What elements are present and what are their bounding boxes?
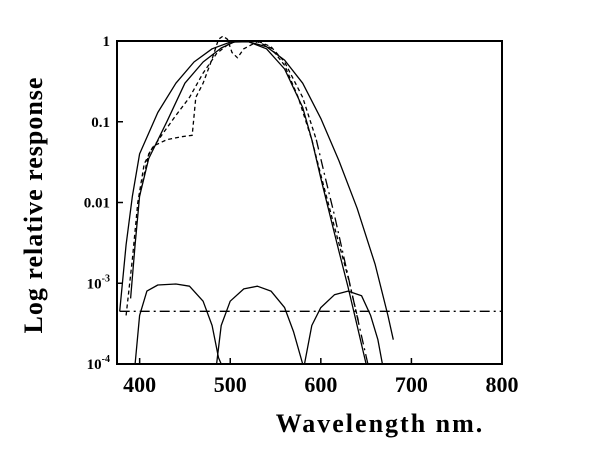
- x-tick-label: 500: [214, 372, 247, 397]
- series-dashed-response-b: [138, 40, 317, 197]
- x-axis-title: Wavelength nm.: [276, 409, 485, 438]
- y-axis-ticks: 1 0.1 0.01 10-3 10-4: [84, 34, 123, 373]
- x-axis-ticks: 400 500 600 700 800: [123, 358, 519, 397]
- series-low-band-3: [303, 290, 384, 364]
- x-tick-label: 400: [123, 372, 156, 397]
- y-tick-label: 10-4: [87, 354, 110, 373]
- y-tick-label: 0.01: [84, 196, 110, 212]
- plot-frame: [116, 40, 503, 365]
- x-tick-label: 800: [486, 372, 519, 397]
- series-low-band-2: [215, 285, 304, 364]
- y-tick-label: 10-3: [87, 273, 110, 292]
- x-tick-label: 600: [304, 372, 337, 397]
- y-axis-title: Log relative response: [19, 77, 48, 334]
- series-broad-solid-response: [119, 41, 394, 340]
- series-dash-dot-response: [315, 139, 369, 364]
- series-narrow-solid-response: [129, 41, 367, 364]
- x-tick-label: 700: [395, 372, 428, 397]
- series-dashed-response-a: [125, 35, 360, 324]
- y-tick-label: 1: [103, 34, 111, 50]
- series-low-band-1: [134, 283, 222, 364]
- series-layer: [119, 35, 502, 364]
- y-tick-label: 0.1: [91, 115, 110, 131]
